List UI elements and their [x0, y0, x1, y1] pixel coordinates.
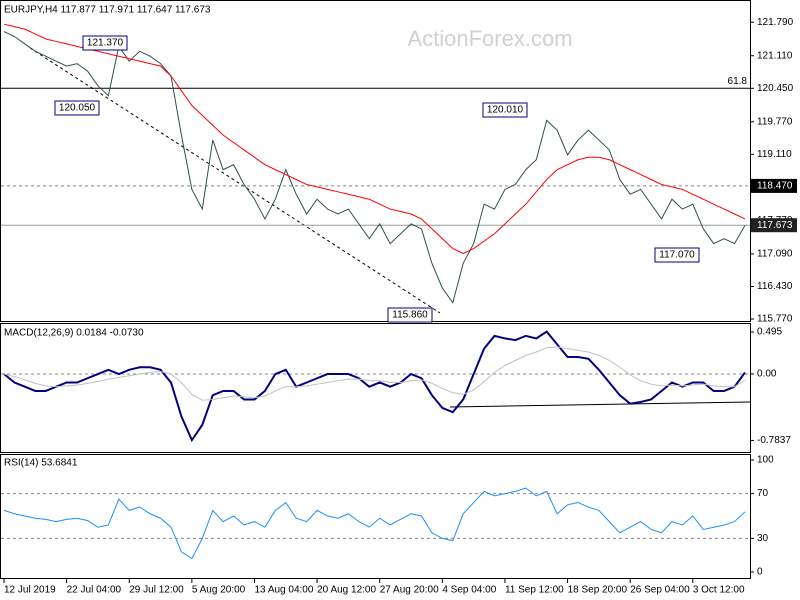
price-tag — [751, 178, 797, 193]
price-tag — [751, 218, 797, 233]
annotation-box — [387, 307, 433, 323]
y-tick-label: 30 — [757, 533, 769, 544]
price-frame — [0, 0, 751, 322]
macd-frame — [0, 323, 751, 453]
annotation: 121.370 — [87, 38, 124, 49]
series-line — [3, 346, 746, 401]
x-tick-label: 18 Sep 20:00 — [568, 585, 628, 596]
x-tick-label: 5 Aug 20:00 — [192, 585, 246, 596]
annotation: 120.050 — [59, 103, 96, 114]
y-tick-label: 116.430 — [757, 281, 793, 292]
y-tick-label: 0.00 — [757, 369, 777, 380]
series-line — [3, 487, 746, 560]
y-tick-label: 0 — [757, 567, 763, 578]
y-tick-label: 121.790 — [757, 17, 794, 28]
price-tag-label: 118.470 — [757, 181, 793, 192]
y-tick-label: 70 — [757, 488, 769, 499]
rsi-frame — [0, 454, 751, 579]
annotation-box — [654, 247, 700, 263]
y-tick-label: 119.770 — [757, 116, 793, 127]
annotation: 117.070 — [659, 250, 695, 261]
annotation-box — [54, 100, 100, 116]
x-tick-label: 11 Sep 12:00 — [505, 585, 564, 596]
y-tick-label: 119.110 — [757, 149, 792, 160]
y-tick-label: 115.770 — [757, 314, 793, 325]
y-tick-label: 120.450 — [757, 83, 794, 94]
price-tag-label: 117.673 — [757, 220, 793, 231]
x-tick-label: 26 Sep 04:00 — [630, 585, 690, 596]
x-tick-label: 27 Aug 20:00 — [380, 585, 439, 596]
x-tick-label: 20 Aug 12:00 — [317, 585, 376, 596]
y-tick-label: 100 — [757, 455, 774, 466]
annotation-box — [82, 35, 128, 51]
x-tick-label: 13 Aug 04:00 — [254, 585, 313, 596]
x-tick-label: 22 Jul 04:00 — [67, 585, 122, 596]
macd-title: MACD(12,26,9) 0.0184 -0.0730 — [4, 328, 144, 339]
x-tick-label: 3 Oct 12:00 — [693, 585, 745, 596]
annotation: 120.010 — [487, 105, 524, 116]
y-tick-label: -0.7837 — [757, 435, 791, 446]
macd-trendline — [449, 401, 751, 408]
x-tick-label: 29 Jul 12:00 — [129, 585, 184, 596]
x-tick-label: 4 Sep 04:00 — [442, 585, 496, 596]
rsi-title: RSI(14) 53.6841 — [4, 458, 78, 469]
y-tick-label: 121.110 — [757, 50, 793, 61]
annotation-box — [482, 102, 528, 118]
price-title: EURJPY,H4 117.877 117.971 117.647 117.67… — [4, 5, 211, 16]
y-tick-label: 117.090 — [757, 249, 793, 260]
series-line — [3, 23, 746, 255]
watermark: ActionForex.com — [407, 26, 572, 51]
x-tick-label: 12 Jul 2019 — [4, 585, 56, 596]
y-tick-label: 0.495 — [757, 327, 782, 338]
fib-label: 61.8 — [728, 76, 748, 87]
series-line — [3, 330, 746, 443]
annotation: 115.860 — [392, 310, 428, 321]
